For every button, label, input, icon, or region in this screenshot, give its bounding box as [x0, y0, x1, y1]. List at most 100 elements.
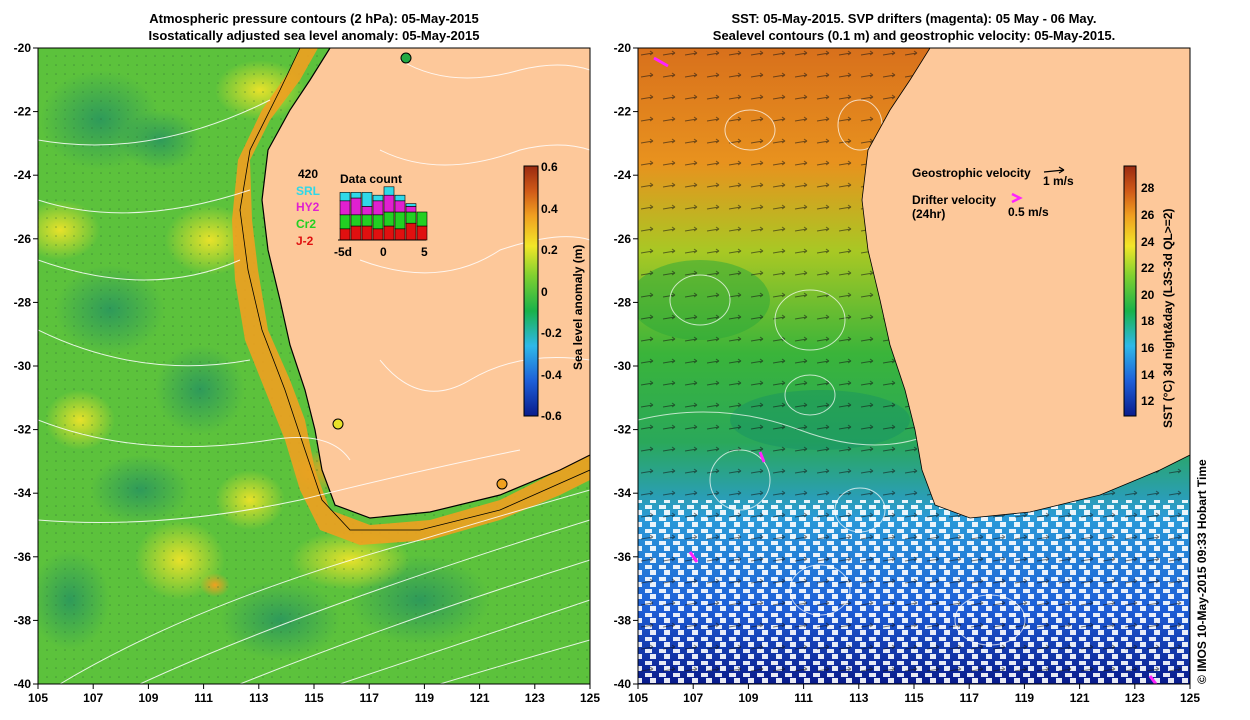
- right-xtick-6: 117: [960, 691, 980, 705]
- inset-bar-5-cr2: [394, 211, 406, 230]
- left-xtick-4: 113: [249, 691, 269, 705]
- right-cb-tick-4: 20: [1141, 288, 1155, 302]
- left-ytick-10: -40: [14, 677, 32, 691]
- inset-bar-7-cr2: [416, 211, 428, 227]
- right-colorbar: 28 26 24 22 20 18 16 14 12 SST (°C) 3d n…: [1123, 165, 1175, 429]
- inset-bar-6-srl: [405, 203, 417, 207]
- right-title-line2: Sealevel contours (0.1 m) and geostrophi…: [712, 28, 1116, 43]
- left-ytick-3: -26: [14, 232, 32, 246]
- right-cb-tick-0: 28: [1141, 181, 1155, 195]
- velocity-legend: Geostrophic velocity 1 m/s Drifter veloc…: [912, 166, 1074, 221]
- inset-bar-1-j2: [350, 225, 362, 241]
- left-xtick-7: 119: [415, 691, 435, 705]
- left-title-line1: Atmospheric pressure contours (2 hPa): 0…: [149, 11, 479, 26]
- right-ytick-10: -40: [614, 677, 632, 691]
- left-ytick-5: -30: [14, 359, 32, 373]
- inset-bar-4-cr2: [383, 211, 395, 227]
- right-xtick-4: 113: [849, 691, 869, 705]
- left-cb-tick-5: -0.4: [541, 368, 562, 382]
- data-count-inset: Data count 420 -5d 0 5 SRL HY2 Cr2 J-2: [296, 167, 428, 259]
- right-ytick-9: -38: [614, 613, 632, 627]
- geostrophic-label: Geostrophic velocity: [912, 166, 1031, 180]
- right-cb-tick-3: 22: [1141, 261, 1155, 275]
- left-ytick-4: -28: [14, 295, 32, 309]
- pressure-contours: [38, 59, 590, 684]
- left-ytick-1: -22: [14, 105, 32, 119]
- inset-xtick-2: 5: [421, 245, 428, 259]
- right-xtick-1: 107: [683, 691, 703, 705]
- right-cb-label: SST (°C) 3d night&day (L3S-3d QL>=2): [1161, 209, 1175, 429]
- left-ytick-9: -38: [14, 613, 32, 627]
- right-xtick-9: 123: [1125, 691, 1145, 705]
- left-ytick-2: -24: [14, 168, 32, 182]
- inset-bar-6-hy2: [405, 206, 417, 213]
- left-land: [262, 48, 590, 518]
- legend-hy2: HY2: [296, 200, 320, 214]
- inset-bar-4-j2: [383, 225, 395, 241]
- inset-bar-3-cr2: [372, 214, 384, 230]
- inset-bar-2-srl: [361, 192, 373, 207]
- left-xtick-0: 105: [28, 691, 48, 705]
- drifter-tracks: [653, 56, 1158, 684]
- left-ytick-8: -36: [14, 550, 32, 564]
- inset-bar-5-j2: [394, 228, 406, 241]
- left-title-line2: Isostatically adjusted sea level anomaly…: [148, 28, 480, 43]
- legend-j2: J-2: [296, 234, 314, 248]
- drifter-sub: (24hr): [912, 207, 945, 221]
- left-xtick-6: 117: [360, 691, 380, 705]
- right-xtick-2: 109: [738, 691, 758, 705]
- right-ytick-8: -36: [614, 550, 632, 564]
- inset-xtick-1: 0: [380, 245, 387, 259]
- right-ytick-1: -22: [614, 105, 632, 119]
- sealevel-contours: [638, 99, 1026, 646]
- inset-bar-1-cr2: [350, 214, 362, 227]
- right-xtick-8: 121: [1070, 691, 1090, 705]
- right-xtick-0: 105: [628, 691, 648, 705]
- left-ytick-7: -34: [14, 486, 32, 500]
- inset-bar-7-j2: [416, 225, 428, 241]
- left-xtick-2: 109: [138, 691, 158, 705]
- right-ytick-5: -30: [614, 359, 632, 373]
- inset-bar-3-hy2: [372, 200, 384, 216]
- right-ytick-7: -34: [614, 486, 632, 500]
- inset-bar-5-srl: [394, 194, 406, 202]
- inset-title: Data count: [340, 172, 402, 186]
- left-cb-label: Sea level anomaly (m): [571, 245, 585, 370]
- inset-ymax: 420: [298, 167, 318, 181]
- left-cb-tick-1: 0.4: [541, 202, 558, 216]
- inset-bar-5-hy2: [394, 200, 406, 213]
- right-title-line1: SST: 05-May-2015. SVP drifters (magenta)…: [731, 11, 1097, 26]
- left-title: Atmospheric pressure contours (2 hPa): 0…: [38, 10, 590, 44]
- left-xtick-5: 115: [304, 691, 324, 705]
- inset-bar-6-j2: [405, 222, 417, 241]
- right-ytick-3: -26: [614, 232, 632, 246]
- right-xtick-3: 111: [794, 691, 813, 705]
- right-title: SST: 05-May-2015. SVP drifters (magenta)…: [638, 10, 1190, 44]
- legend-srl: SRL: [296, 184, 320, 198]
- inset-bar-2-hy2: [361, 206, 373, 216]
- left-cb-tick-0: 0.6: [541, 160, 558, 174]
- inset-xtick-0: -5d: [334, 245, 352, 259]
- left-xtick-9: 123: [525, 691, 545, 705]
- inset-bar-0-j2: [339, 228, 351, 241]
- inset-bar-2-j2: [361, 225, 373, 241]
- right-xtick-10: 125: [1180, 691, 1200, 705]
- inset-bar-2-cr2: [361, 214, 373, 227]
- inset-bar-6-cr2: [405, 211, 417, 224]
- left-xtick-3: 111: [194, 691, 213, 705]
- inset-bars: [339, 186, 428, 241]
- left-xtick-1: 107: [83, 691, 103, 705]
- drifter-label: Drifter velocity: [912, 193, 996, 207]
- right-ytick-0: -20: [614, 41, 632, 55]
- inset-bar-3-j2: [372, 228, 384, 241]
- left-colorbar: 0.6 0.4 0.2 0 -0.2 -0.4 -0.6 Sea level a…: [523, 160, 585, 423]
- inset-bar-0-hy2: [339, 200, 351, 216]
- geostrophic-arrow-icon: [1043, 166, 1065, 174]
- right-cb-tick-8: 12: [1141, 394, 1155, 408]
- left-ytick-6: -32: [14, 423, 32, 437]
- left-cb-tick-2: 0.2: [541, 243, 558, 257]
- left-map: [38, 48, 590, 684]
- right-cb-tick-5: 18: [1141, 314, 1155, 328]
- left-coastal-band: [232, 48, 590, 545]
